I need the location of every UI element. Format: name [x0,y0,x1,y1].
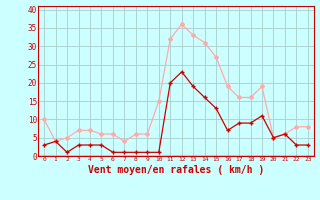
X-axis label: Vent moyen/en rafales ( km/h ): Vent moyen/en rafales ( km/h ) [88,165,264,175]
